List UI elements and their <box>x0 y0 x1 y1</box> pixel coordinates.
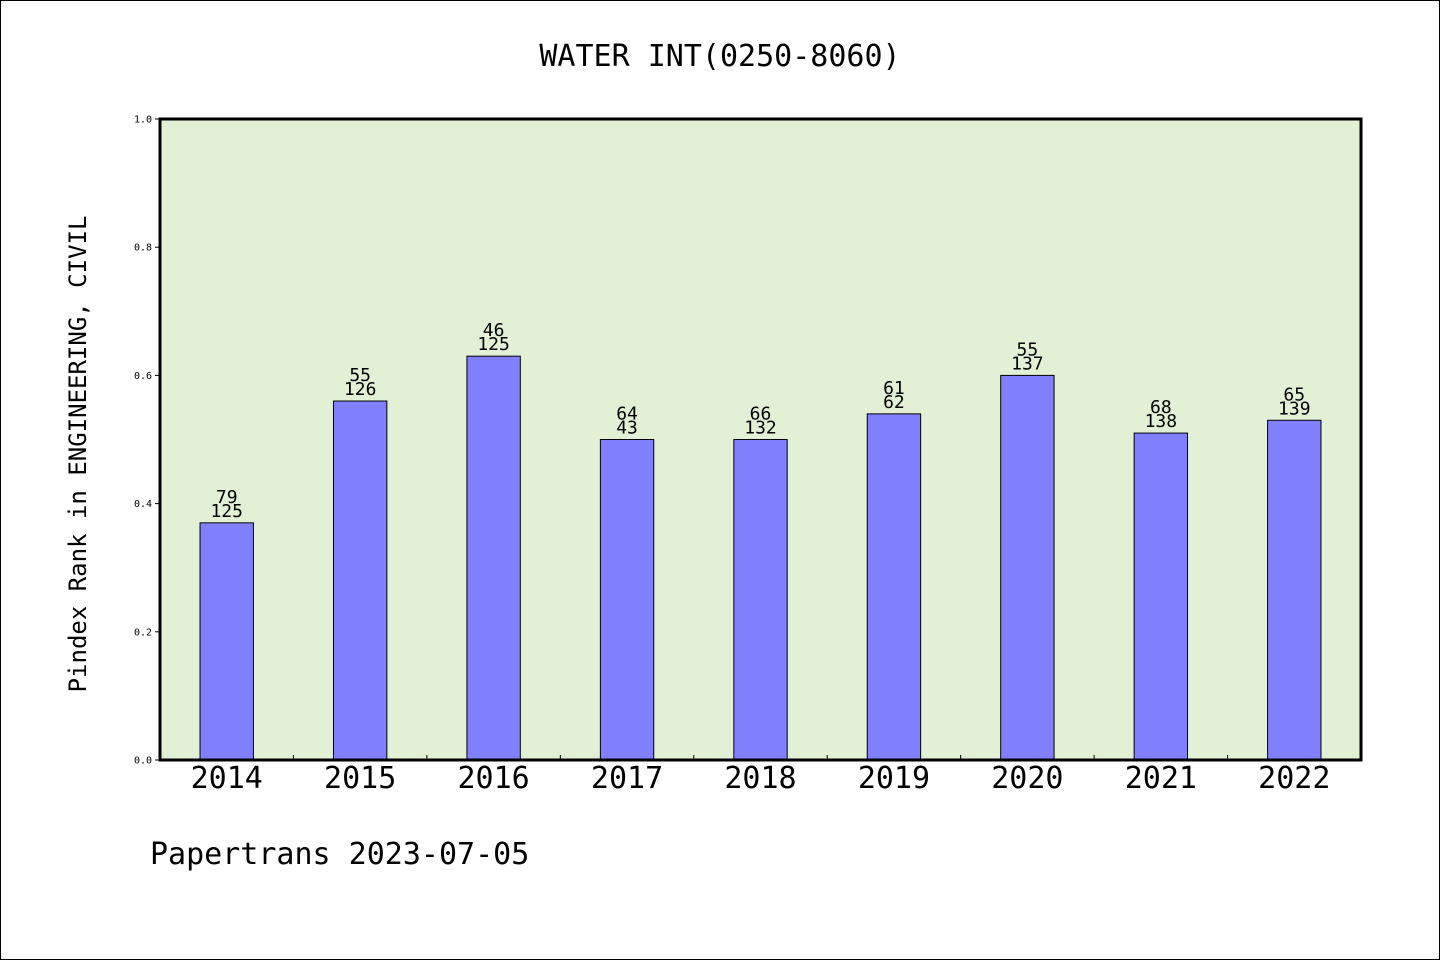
bar-label-top-2015: 55 <box>349 365 371 386</box>
y-ticks-group: 0.0 0.2 0.4 0.6 0.8 1.0 <box>134 115 160 767</box>
bar-label-top-2021: 68 <box>1150 397 1172 418</box>
bar-label-bottom-2016: 125 <box>477 334 510 355</box>
bar-label-bottom-2021: 138 <box>1145 411 1178 432</box>
plot-border <box>158 117 1363 762</box>
bar-2022 <box>1267 419 1322 761</box>
x-tick-label-2019: 2019 <box>858 761 930 796</box>
x-tick-label-2020: 2020 <box>991 761 1063 796</box>
bar-label-top-2018: 66 <box>750 404 772 425</box>
bar-2015 <box>332 400 388 761</box>
chart-title: WATER INT(0250-8060) <box>539 39 900 74</box>
bars-group <box>199 355 1322 761</box>
bar-label-bottom-2017: 43 <box>616 418 638 439</box>
bar-label-bottom-2015: 126 <box>344 379 377 400</box>
bar-label-top-2019: 61 <box>883 378 905 399</box>
bar-label-top-2022: 65 <box>1283 384 1305 405</box>
x-tick-label-2014: 2014 <box>191 761 263 796</box>
bar-label-bottom-2018: 132 <box>744 418 777 439</box>
bar-2020 <box>1000 374 1055 761</box>
bar-label-top-2016: 46 <box>483 320 505 341</box>
bar-2017 <box>599 439 655 761</box>
x-tick-label-2021: 2021 <box>1125 761 1197 796</box>
y-axis-label: Pindex Rank in ENGINEERING, CIVIL <box>64 216 92 693</box>
bar-label-bottom-2014: 125 <box>210 501 243 522</box>
x-ticks-group: 2014 2015 2016 2017 2018 2019 2020 2021 2022 <box>191 755 1330 796</box>
y-tick-label: 1.0 <box>134 115 152 126</box>
bar-label-bottom-2020: 137 <box>1011 353 1044 374</box>
bar-label-bottom-2022: 139 <box>1278 398 1311 419</box>
bar-label-bottom-2019: 62 <box>883 392 905 413</box>
x-tick-label-2015: 2015 <box>324 761 396 796</box>
y-tick-label: 0.4 <box>134 499 152 510</box>
bar-label-top-2014: 79 <box>216 487 238 508</box>
y-tick-label: 0.2 <box>134 627 152 638</box>
x-tick-label-2017: 2017 <box>591 761 663 796</box>
x-tick-label-2016: 2016 <box>457 761 529 796</box>
y-tick-label: 0.6 <box>134 371 152 382</box>
bar-2014 <box>199 522 254 761</box>
bar-2016 <box>466 355 521 761</box>
x-tick-label-2022: 2022 <box>1258 761 1330 796</box>
bar-2018 <box>733 439 788 761</box>
bar-labels-group: 7912555126461256443661326162551376813865… <box>210 320 1310 522</box>
footer-credit: Papertrans 2023-07-05 <box>150 837 529 872</box>
bar-2021 <box>1133 432 1189 761</box>
bar-2019 <box>866 413 922 761</box>
y-tick-label: 0.8 <box>134 243 152 254</box>
y-tick-label: 0.0 <box>134 756 152 767</box>
bar-label-top-2020: 55 <box>1017 339 1039 360</box>
bar-label-top-2017: 64 <box>616 404 638 425</box>
x-tick-label-2018: 2018 <box>724 761 796 796</box>
